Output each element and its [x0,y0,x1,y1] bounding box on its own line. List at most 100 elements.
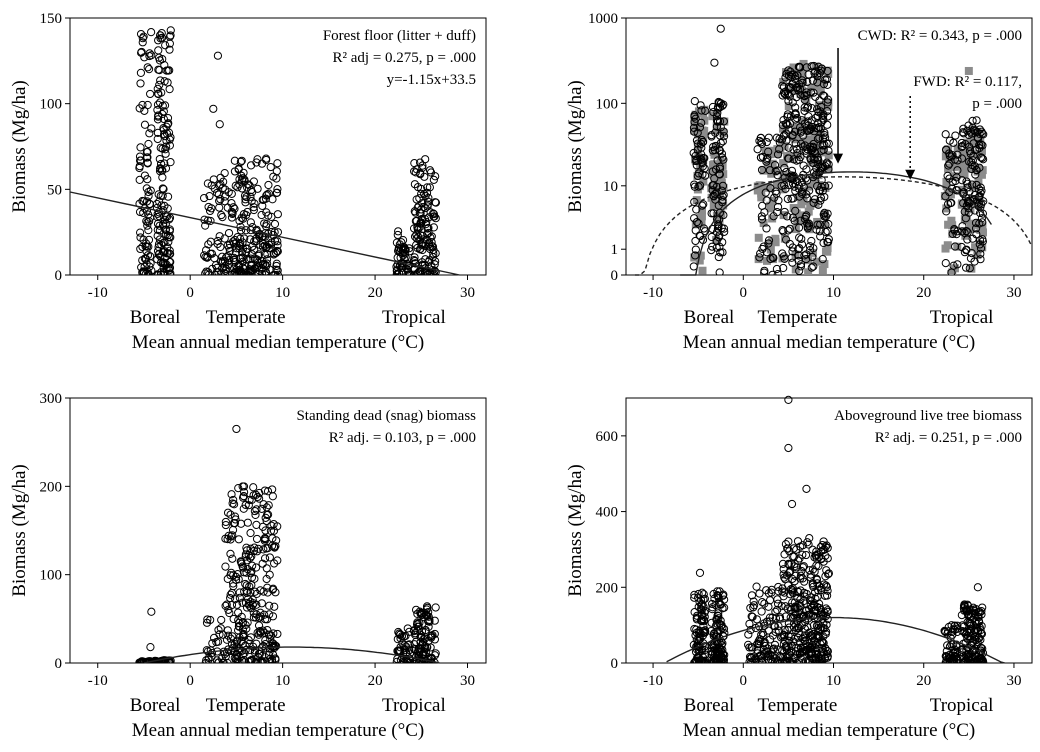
data-point [767,588,776,597]
data-point [959,124,968,133]
data-point [163,113,173,123]
category-label: Tropical [382,307,446,328]
data-point [269,250,278,259]
data-point [260,241,269,250]
data-point [802,250,811,259]
data-point [231,515,240,524]
fwd-data-point [716,203,725,212]
data-point [948,151,957,160]
data-point [204,240,213,249]
fwd-data-point [964,66,973,75]
data-point [809,244,818,253]
data-point [694,219,703,228]
data-point [716,248,725,257]
data-point [964,208,973,217]
data-point [239,488,249,497]
data-point [796,653,805,662]
data-point [762,224,771,233]
annotation-text: Aboveground live tree biomass [834,408,1022,424]
data-point [957,154,967,163]
data-point [250,587,260,596]
data-point [973,134,983,143]
x-tick-label: 0 [740,285,748,301]
data-point [692,155,701,164]
data-point [800,103,809,112]
fwd-data-point [792,209,801,218]
data-point [717,621,726,630]
data-point [784,226,793,235]
data-point [803,622,812,632]
data-point [239,168,248,177]
data-point [770,160,780,170]
data-point [694,182,703,191]
data-point [199,193,209,203]
data-point [424,608,433,617]
data-point [697,605,706,615]
data-point [943,627,953,636]
data-point [760,266,769,275]
data-point [806,88,816,97]
data-point [145,129,154,138]
data-point [803,224,812,233]
data-point [714,252,723,262]
data-point [156,76,165,85]
data-point [139,268,149,275]
data-point [147,28,156,37]
x-axis-title: Mean annual median temperature (°C) [683,720,975,741]
data-point [431,249,440,258]
data-point [792,93,801,102]
data-point [942,652,951,661]
category-label: Tropical [930,307,994,328]
chart-svg: -10 0 10 20 30 0 1 10 100 1000 Boreal Temperate Trop… [565,11,1033,353]
fwd-data-point [766,245,775,254]
data-point [165,39,174,48]
data-point [428,631,437,640]
fwd-data-point [967,264,976,273]
data-point [237,612,246,621]
data-point [784,559,793,568]
data-point [796,90,805,99]
data-point [804,540,813,549]
data-point [959,604,968,613]
x-tick-label: 10 [826,673,841,689]
fwd-data-point [755,181,764,190]
data-point [780,181,789,190]
data-point [421,155,430,164]
data-point [145,262,154,271]
data-point [234,484,243,493]
data-point [238,650,248,659]
category-label: Temperate [206,695,286,716]
data-point [430,260,439,269]
data-point [782,646,792,655]
data-point [697,106,706,115]
data-point [699,621,708,631]
data-point [755,253,764,262]
data-point [714,592,723,601]
data-point [258,195,267,204]
data-point [200,251,209,260]
data-point [807,116,816,125]
data-point [160,61,169,70]
fwd-data-point [779,159,788,168]
fwd-data-point [798,67,807,76]
data-point [822,582,832,592]
data-point [155,154,164,164]
data-point [268,195,277,204]
data-point [815,599,824,608]
data-point [803,117,812,126]
data-point [789,194,798,203]
data-point [709,191,718,200]
data-point [266,162,275,172]
data-point [269,270,278,275]
data-point [713,117,723,126]
data-point [709,589,718,599]
data-point [233,183,242,192]
data-point [804,649,813,658]
data-point [784,642,793,651]
fwd-data-point [783,152,792,161]
data-point [794,556,803,565]
data-point [799,612,808,622]
data-point [719,658,728,663]
data-point [267,655,277,663]
data-point [142,206,152,215]
